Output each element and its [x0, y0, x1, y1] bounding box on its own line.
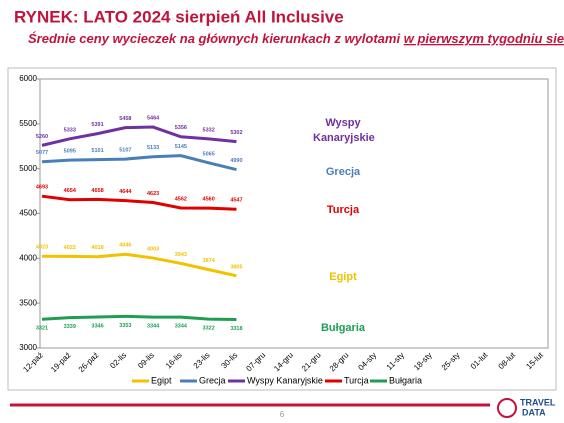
data-label: 4654 — [64, 188, 77, 194]
legend-label: Turcja — [344, 375, 369, 385]
data-label: 4023 — [36, 245, 48, 251]
logo-text: TRAVEL — [520, 397, 556, 407]
series-annotation: Turcja — [326, 204, 360, 216]
data-label: 4560 — [203, 197, 215, 203]
data-label: 5095 — [64, 149, 76, 155]
data-label: 3339 — [64, 324, 76, 330]
x-tick-label: 16-lis — [164, 351, 184, 371]
series-line — [41, 194, 237, 211]
logo-icon — [497, 398, 517, 418]
data-label: 3344 — [175, 324, 188, 330]
data-label: 5458 — [119, 116, 131, 122]
data-label: 5464 — [147, 116, 160, 122]
data-label: 3318 — [230, 326, 242, 332]
data-label: 3874 — [203, 258, 216, 264]
x-tick-label: 08-lut — [497, 350, 518, 371]
y-tick-label: 3000 — [19, 343, 37, 352]
data-label: 4003 — [147, 247, 159, 253]
subtitle-text: Średnie ceny wycieczek na głównych kieru… — [28, 31, 400, 46]
y-tick-label: 3500 — [19, 298, 37, 307]
series-annotation: Bułgaria — [320, 322, 365, 334]
x-tick-label: 19-paź — [49, 351, 73, 375]
series-line — [41, 154, 237, 172]
x-tick-label: 30-lis — [219, 351, 239, 371]
data-label: 4022 — [64, 245, 76, 251]
data-label: 5333 — [64, 127, 76, 133]
y-tick-label: 5500 — [19, 119, 37, 128]
subtitle-underlined: w pierwszym tygodniu sierpnia — [404, 31, 564, 46]
data-label: 4018 — [91, 245, 103, 251]
y-tick-label: 4500 — [19, 209, 37, 218]
data-label: 4693 — [36, 185, 48, 191]
series-annotation: Egipt — [329, 271, 357, 283]
y-tick-label: 4000 — [19, 253, 37, 262]
legend-label: Wyspy Kanaryjskie — [247, 375, 323, 385]
data-label: 5101 — [91, 148, 103, 154]
x-tick-label: 01-lut — [469, 350, 490, 371]
y-tick-label: 5000 — [19, 164, 37, 173]
data-label: 4623 — [147, 191, 159, 197]
x-tick-label: 26-paź — [77, 351, 101, 375]
series-annotation: Wyspy Kanaryjskie — [313, 117, 375, 144]
x-tick-label: 15-lut — [524, 350, 545, 371]
data-label: 4644 — [119, 189, 132, 195]
data-label: 4990 — [230, 158, 242, 164]
x-tick-label: 09-lis — [136, 351, 156, 371]
x-tick-label: 28-gru — [328, 351, 351, 374]
y-tick-label: 6000 — [19, 74, 37, 83]
plot-area — [39, 78, 549, 349]
page-number: 6 — [280, 410, 285, 419]
series-line — [41, 125, 237, 147]
subtitle: Średnie ceny wycieczek na głównych kieru… — [28, 31, 564, 46]
x-tick-label: 07-gru — [244, 351, 267, 374]
x-tick-label: 21-gru — [300, 351, 323, 374]
data-label: 5302 — [230, 130, 242, 136]
series-line — [41, 252, 237, 278]
title: RYNEK: LATO 2024 sierpień All Inclusive — [14, 7, 344, 26]
data-label: 5332 — [203, 127, 215, 133]
x-tick-label: 12-paź — [21, 351, 45, 375]
data-label: 5391 — [91, 122, 103, 128]
x-tick-label: 14-gru — [272, 351, 295, 374]
data-label: 3943 — [175, 252, 187, 258]
data-label: 3805 — [230, 264, 242, 270]
x-tick-label: 11-sty — [385, 351, 406, 372]
data-label: 3344 — [147, 324, 160, 330]
series-annotation: Grecja — [325, 166, 361, 178]
data-label: 5356 — [175, 125, 187, 131]
data-label: 4046 — [119, 243, 131, 249]
data-label: 3322 — [203, 326, 215, 332]
data-label: 4658 — [91, 188, 103, 194]
logo-text: DATA — [522, 407, 546, 417]
legend-label: Bułgaria — [389, 375, 422, 385]
data-label: 4547 — [230, 198, 242, 204]
x-tick-label: 02-lis — [108, 351, 128, 371]
data-label: 5145 — [175, 144, 187, 150]
data-label: 3353 — [119, 323, 131, 329]
data-label: 4562 — [175, 196, 187, 202]
legend-label: Grecja — [199, 375, 226, 385]
series-line — [41, 314, 237, 321]
data-label: 5133 — [147, 145, 159, 151]
data-label: 5260 — [36, 134, 48, 140]
x-tick-label: 25-sty — [440, 351, 462, 373]
legend-label: Egipt — [151, 375, 172, 385]
x-tick-label: 23-lis — [192, 351, 212, 371]
data-label: 5065 — [203, 151, 215, 157]
data-label: 3346 — [91, 323, 103, 329]
data-label: 5077 — [36, 150, 48, 156]
x-tick-label: 04-sty — [356, 351, 378, 373]
x-tick-label: 18-sty — [412, 351, 434, 373]
chart-frame — [7, 67, 557, 391]
data-label: 3321 — [36, 326, 48, 332]
data-label: 5107 — [119, 148, 131, 154]
